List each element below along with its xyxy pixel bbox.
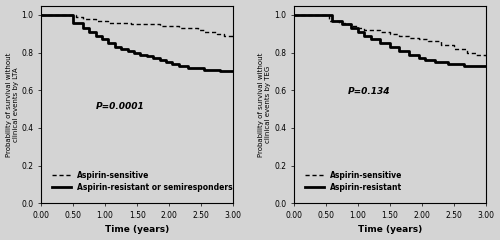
Text: P=0.0001: P=0.0001	[96, 102, 144, 111]
X-axis label: Time (years): Time (years)	[358, 225, 422, 234]
Legend: Aspirin-sensitive, Aspirin-resistant: Aspirin-sensitive, Aspirin-resistant	[302, 168, 405, 195]
Legend: Aspirin-sensitive, Aspirin-resistant or semiresponders: Aspirin-sensitive, Aspirin-resistant or …	[49, 168, 236, 195]
Y-axis label: Probability of survival without
clinical events by TEG: Probability of survival without clinical…	[258, 52, 272, 156]
X-axis label: Time (years): Time (years)	[105, 225, 170, 234]
Y-axis label: Probability of survival without
clinical events by LTA: Probability of survival without clinical…	[6, 52, 18, 156]
Text: P=0.134: P=0.134	[348, 87, 391, 96]
